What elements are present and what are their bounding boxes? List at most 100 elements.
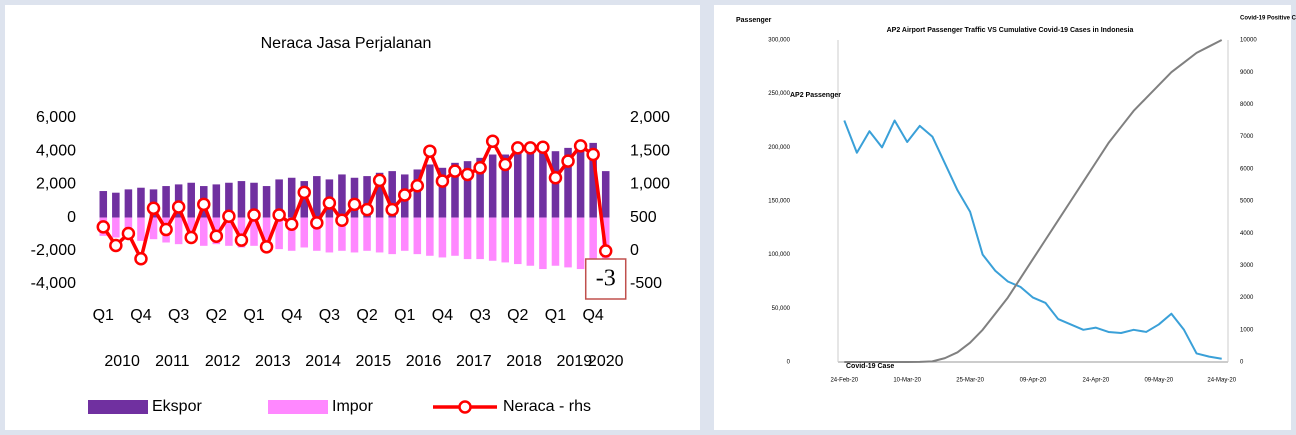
x-tick-label: Q3 [319, 307, 340, 324]
x-tick-label: 24-Apr-20 [1083, 378, 1110, 384]
x-tick-label: Q2 [206, 307, 227, 324]
line-marker [511, 141, 525, 155]
x-year-label: 2019 [557, 353, 593, 370]
y-tick-label: 300,000 [768, 38, 790, 44]
line-marker [360, 202, 374, 217]
bar [451, 162, 459, 218]
line-marker [485, 134, 500, 148]
bar [451, 217, 459, 256]
bar [262, 186, 271, 218]
x-year-label: 2013 [255, 353, 291, 370]
x-year-label: 2017 [456, 353, 492, 370]
bar [287, 217, 296, 251]
x-tick-label: Q4 [582, 307, 603, 324]
bar [589, 217, 597, 273]
bar [501, 154, 509, 218]
y2-tick-label: 9000 [1240, 70, 1254, 76]
bar [200, 217, 208, 246]
line-marker [184, 230, 198, 245]
line-marker [146, 201, 161, 216]
bar [438, 217, 447, 258]
line-marker [259, 240, 274, 254]
x-tick-label: Q3 [168, 307, 189, 324]
x-year-label: 2018 [506, 353, 542, 370]
bar [375, 172, 384, 218]
legend-label: Ekspor [152, 398, 202, 415]
x-tick-label: Q4 [130, 307, 151, 324]
bar [350, 217, 359, 253]
line-marker [586, 147, 600, 162]
y-axis-title: Passenger [736, 17, 772, 24]
line-marker [372, 173, 387, 188]
bar [262, 217, 271, 245]
x-tick-label: Q1 [93, 307, 114, 324]
x-year-label: 2020 [588, 353, 624, 370]
x-tick-label: Q2 [356, 307, 377, 324]
legend-swatch [88, 400, 148, 414]
y2-tick-label: 0 [1240, 360, 1244, 366]
bar [514, 151, 522, 218]
y-tick-label: 2,000 [36, 176, 76, 193]
line-marker [209, 229, 224, 243]
bar [338, 174, 346, 218]
line-marker [134, 252, 148, 266]
bar [564, 217, 572, 268]
line-marker [121, 226, 136, 241]
bar [237, 217, 246, 248]
bar [250, 182, 258, 218]
data-label: -3 [596, 265, 616, 291]
bar [287, 177, 296, 218]
y2-tick-label: 7000 [1240, 134, 1254, 140]
line-marker [598, 244, 613, 258]
y-tick-label: 4,000 [36, 142, 76, 159]
line-marker [284, 217, 299, 231]
y2-tick-label: 5000 [1240, 199, 1254, 205]
bar [413, 169, 422, 218]
y2-tick-label: 500 [630, 209, 657, 226]
bar [488, 154, 497, 218]
bar [300, 217, 309, 248]
line-marker [322, 196, 337, 210]
bar [162, 186, 170, 218]
bar [413, 217, 422, 255]
bar [589, 142, 597, 218]
bar [187, 182, 195, 218]
y-tick-label: 100,000 [768, 252, 790, 258]
line-marker [473, 161, 487, 175]
y-tick-label: 0 [787, 360, 791, 366]
bar [551, 217, 560, 266]
bar [476, 157, 484, 218]
x-tick-label: Q1 [243, 307, 264, 324]
x-tick-label: 10-Mar-20 [893, 378, 921, 384]
y-tick-label: 6,000 [36, 109, 76, 126]
y2-tick-label: 1000 [1240, 327, 1254, 333]
line-marker [410, 178, 425, 193]
x-tick-label: Q4 [281, 307, 302, 324]
y2-tick-label: 1,000 [630, 176, 670, 193]
line-marker [536, 140, 550, 154]
bar [124, 217, 133, 236]
bar [463, 217, 472, 260]
line-marker [448, 164, 462, 178]
line-marker [561, 154, 575, 168]
line [844, 39, 1223, 363]
line-marker [109, 238, 123, 253]
x-tick-label: Q4 [432, 307, 453, 324]
bar [539, 146, 547, 218]
line-marker [523, 141, 538, 155]
line-marker [310, 216, 324, 230]
x-year-label: 2010 [104, 353, 140, 370]
bar [225, 217, 233, 246]
bar [313, 217, 321, 251]
bar [112, 192, 120, 218]
line-marker [96, 220, 111, 234]
x-tick-label: Q3 [469, 307, 490, 324]
line-marker [197, 197, 211, 212]
bar [576, 217, 585, 270]
bar [438, 167, 447, 218]
y-tick-label: -4,000 [31, 275, 76, 292]
bar [463, 161, 472, 218]
legend-label: Impor [332, 398, 374, 415]
bar [250, 217, 258, 246]
